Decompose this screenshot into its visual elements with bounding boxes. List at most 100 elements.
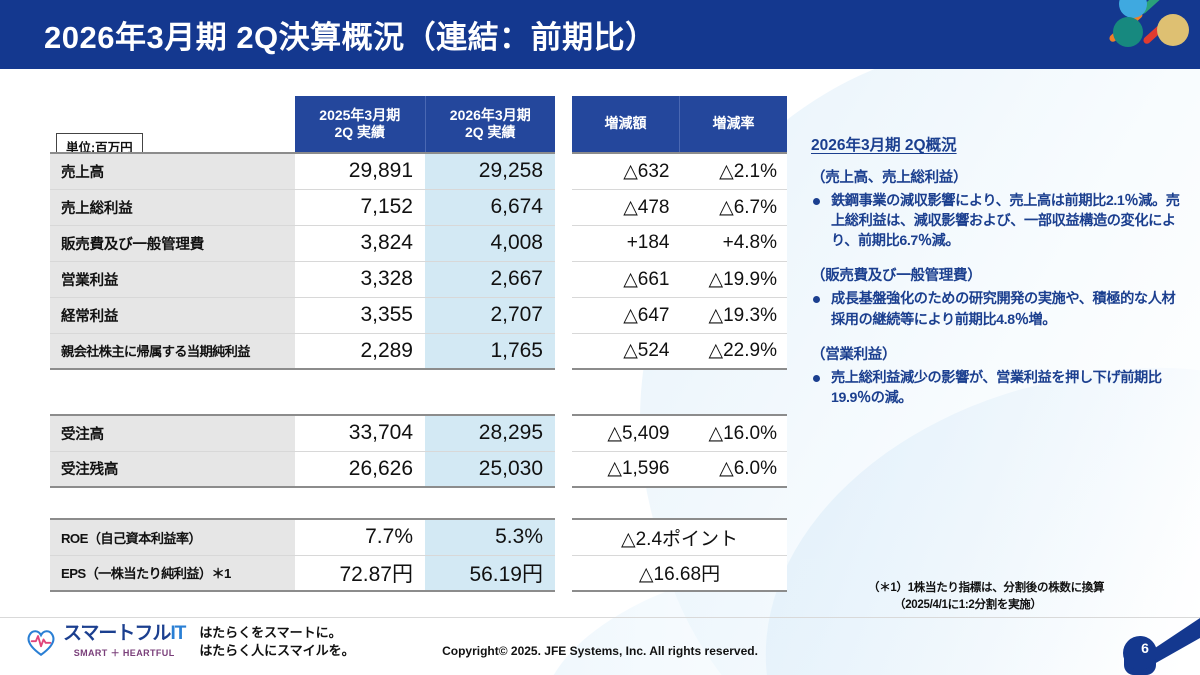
row-delta-rate: △2.1% [679, 152, 787, 190]
row-delta-merged: △2.4ポイント [572, 518, 787, 556]
column-header-delta-rate: 増減率 [679, 96, 787, 153]
table-row: △16.68円 [572, 555, 787, 592]
commentary-panel: 2026年3月期 2Q概況 （売上高、売上総利益） 鉄鋼事業の減収影響により、売… [811, 133, 1183, 421]
row-delta-rate: △6.7% [679, 189, 787, 226]
bullet-icon [813, 296, 820, 304]
commentary-body: 成長基盤強化のための研究開発の実施や、積極的な人材採用の継続等により前期比4.8… [831, 291, 1176, 328]
table-row: 売上高 29,891 29,258 [50, 152, 555, 190]
table-row: EPS（一株当たり純利益）＊1 72.87円 56.19円 [50, 555, 555, 592]
row-delta-amount: △5,409 [572, 414, 680, 452]
ratio-delta-table: △2.4ポイント △16.68円 [572, 518, 787, 592]
footnote-line-1: （＊1）1株当たり指標は、分割後の株数に換算 [868, 582, 1105, 594]
row-delta-rate: △6.0% [679, 451, 787, 488]
commentary-title: 2026年3月期 2Q概況 [811, 137, 957, 154]
commentary-section: （営業利益） 売上総利益減少の影響が、営業利益を押し下げ前期比19.9％の減。 [811, 343, 1183, 408]
prev-year-line1: 2025年3月期 [319, 106, 401, 123]
commentary-bullet-item: 成長基盤強化のための研究開発の実施や、積極的な人材採用の継続等により前期比4.8… [811, 289, 1183, 329]
row-value-curr: 28,295 [425, 414, 555, 452]
footnote-line-2: （2025/4/1に1:2分割を実施） [894, 599, 1042, 612]
orders-delta-table: △5,409 △16.0% △1,596 △6.0% [572, 414, 787, 488]
logo-sub-text: SMART ＋ HEARTFUL [73, 648, 175, 659]
table-row: +184 +4.8% [572, 225, 787, 262]
row-value-prev: 29,891 [295, 152, 425, 190]
row-label: 営業利益 [50, 261, 295, 298]
curr-year-line1: 2026年3月期 [449, 106, 531, 123]
copyright-notice: Copyright© 2025. JFE Systems, Inc. All r… [0, 644, 1200, 658]
header-underline [0, 66, 1200, 69]
row-value-curr: 6,674 [425, 189, 555, 226]
commentary-bullet-item: 鉄鋼事業の減収影響により、売上高は前期比2.1％減。売上総利益は、減収影響および… [811, 191, 1183, 251]
row-delta-rate: +4.8% [679, 225, 787, 262]
copyright-text: Copyright© 2025. JFE Systems, Inc. All r… [442, 644, 758, 658]
row-delta-amount: △1,596 [572, 451, 680, 488]
row-label: 受注高 [50, 414, 295, 452]
footnote: （＊1）1株当たり指標は、分割後の株数に換算 （2025/4/1に1:2分割を実… [868, 580, 1188, 615]
row-value-curr: 2,707 [425, 297, 555, 334]
row-label: 経常利益 [50, 297, 295, 334]
slide-header: 2026年3月期 2Q決算概況（連結：前期比） [0, 0, 1200, 66]
commentary-body: 売上総利益減少の影響が、営業利益を押し下げ前期比19.9％の減。 [831, 369, 1162, 406]
table-row: △2.4ポイント [572, 518, 787, 556]
row-value-prev: 72.87円 [295, 555, 425, 592]
logo-wordmark: スマートフルIT SMART ＋ HEARTFUL [63, 624, 186, 659]
column-header-curr-year: 2026年3月期 2Q 実績 [425, 96, 555, 153]
row-delta-amount: +184 [572, 225, 680, 262]
company-logo: スマートフルIT SMART ＋ HEARTFUL はたらくをスマートに。 はた… [24, 624, 355, 659]
row-value-curr: 29,258 [425, 152, 555, 190]
row-value-prev: 33,704 [295, 414, 425, 452]
row-value-prev: 3,824 [295, 225, 425, 262]
table-row: 売上総利益 7,152 6,674 [50, 189, 555, 226]
prev-year-line2: 2Q 実績 [334, 124, 386, 140]
table-row: △5,409 △16.0% [572, 414, 787, 452]
row-delta-rate: △19.9% [679, 261, 787, 298]
bullet-icon [813, 374, 820, 382]
row-delta-merged: △16.68円 [572, 555, 787, 592]
row-value-curr: 5.3% [425, 518, 555, 556]
row-label: 売上高 [50, 152, 295, 190]
commentary-heading: （売上高、売上総利益） [811, 170, 968, 186]
tagline-line-1: はたらくをスマートに。 [199, 625, 342, 640]
bullet-icon [813, 198, 820, 205]
row-delta-rate: △22.9% [679, 333, 787, 370]
row-value-curr: 4,008 [425, 225, 555, 262]
table-row: △1,596 △6.0% [572, 451, 787, 488]
table-row: △661 △19.9% [572, 261, 787, 298]
logo-main-text: スマートフルIT [63, 624, 186, 643]
tagline-line-2: はたらく人にスマイルを。 [199, 642, 355, 658]
decorative-pins-graphic [1080, 0, 1200, 66]
commentary-heading: （販売費及び一般管理費） [811, 268, 982, 285]
page-title: 2026年3月期 2Q決算概況（連結：前期比） [44, 20, 657, 55]
row-delta-amount: △478 [572, 189, 680, 226]
row-label: EPS（一株当たり純利益）＊1 [50, 555, 295, 592]
table-row: 経常利益 3,355 2,707 [50, 297, 555, 334]
footer-divider [0, 617, 1200, 618]
commentary-heading: （営業利益） [811, 346, 897, 363]
table-row: 親会社株主に帰属する当期純利益 2,289 1,765 [50, 333, 555, 370]
main-financial-table: 2025年3月期 2Q 実績 2026年3月期 2Q 実績 売上高 29,891… [50, 96, 555, 370]
table-row: △478 △6.7% [572, 189, 787, 226]
commentary-section: （売上高、売上総利益） 鉄鋼事業の減収影響により、売上高は前期比2.1％減。売上… [811, 166, 1183, 251]
heart-logo-icon [27, 629, 55, 656]
row-delta-rate: △16.0% [679, 414, 787, 452]
row-value-prev: 3,355 [295, 297, 425, 334]
commentary-bullet-item: 売上総利益減少の影響が、営業利益を押し下げ前期比19.9％の減。 [811, 368, 1183, 408]
table-row: △524 △22.9% [572, 333, 787, 370]
table-row: 営業利益 3,328 2,667 [50, 261, 555, 298]
row-value-curr: 1,765 [425, 333, 555, 370]
orders-table: 受注高 33,704 28,295 受注残高 26,626 25,030 [50, 414, 555, 488]
row-value-curr: 25,030 [425, 451, 555, 488]
table-row: 販売費及び一般管理費 3,824 4,008 [50, 225, 555, 262]
row-value-curr: 2,667 [425, 261, 555, 298]
page-number: 6 [1141, 640, 1149, 656]
column-header-delta-amount: 増減額 [572, 96, 680, 153]
row-value-prev: 3,328 [295, 261, 425, 298]
column-header-prev-year: 2025年3月期 2Q 実績 [295, 96, 426, 153]
row-value-prev: 7,152 [295, 189, 425, 226]
row-label: 受注残高 [50, 451, 295, 488]
curr-year-line2: 2Q 実績 [464, 124, 516, 140]
row-label: 販売費及び一般管理費 [50, 225, 295, 262]
table-row: △647 △19.3% [572, 297, 787, 334]
table-row: △632 △2.1% [572, 152, 787, 190]
commentary-body: 鉄鋼事業の減収影響により、売上高は前期比2.1％減。売上総利益は、減収影響および… [831, 193, 1180, 250]
